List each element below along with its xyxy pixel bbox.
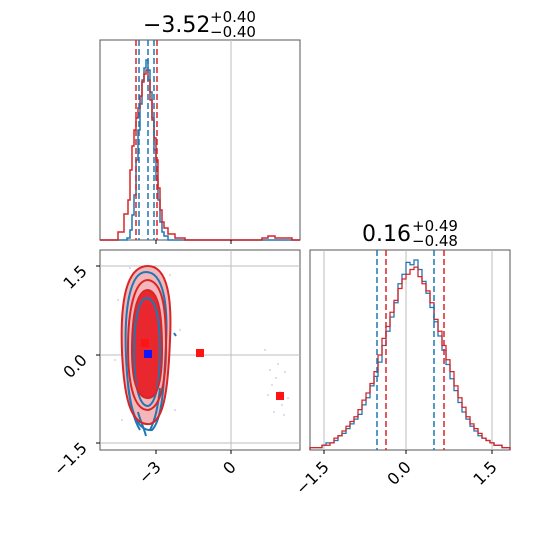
x-tick-label: −1.5	[292, 457, 333, 498]
contour-blue	[149, 387, 161, 431]
y-tick-label: 1.5	[59, 261, 90, 292]
panel-3-title-sub: −0.48	[412, 232, 458, 250]
scatter-point	[281, 404, 283, 406]
contour-blue	[124, 270, 168, 432]
x-tick-label: −3	[135, 457, 165, 487]
x-tick-label: 1.5	[469, 457, 500, 488]
scatter-point	[121, 419, 123, 421]
panel-param1-marginal-frame	[99, 39, 301, 241]
contour-red	[120, 264, 172, 426]
x-tick-label: 0.0	[383, 457, 414, 488]
panel-param2-marginal: −1.5 0.0 1.5 0.16 +0.49 −0.48	[292, 217, 511, 498]
marker-square-red	[141, 339, 149, 347]
scatter-point	[269, 369, 271, 371]
panel-1-title-main: −3.52	[143, 13, 210, 38]
panel-param1-marginal: −3.52 +0.40 −0.40	[99, 8, 301, 244]
scatter-point	[287, 397, 289, 399]
panel-param1-vs-param2: −3 0 1.5 0.0 −1.5	[50, 249, 301, 488]
scatter-point	[267, 394, 269, 396]
scatter-point	[117, 299, 119, 301]
scatter-point	[174, 409, 176, 411]
scatter-point	[273, 411, 275, 413]
marker-square-red	[196, 349, 204, 357]
contour-blue	[173, 332, 177, 337]
contour-blue	[137, 411, 147, 437]
scatter-point	[114, 359, 116, 361]
contours-blue	[124, 270, 177, 437]
histogram-red	[100, 69, 300, 241]
scatter-point	[264, 349, 266, 351]
contour-red	[130, 288, 164, 400]
scatter-point	[283, 414, 285, 416]
histogram-red	[309, 266, 511, 450]
y-tick-label: 0.0	[59, 350, 90, 381]
x-tick-label: 0	[219, 457, 240, 478]
panel-1-title-sup: +0.40	[210, 8, 256, 26]
marker-square-red	[276, 392, 284, 400]
scatter-point	[129, 267, 131, 269]
panel-1-title-sub: −0.40	[210, 23, 256, 41]
marker-square-blue	[144, 350, 152, 358]
histograms-param2	[309, 259, 511, 450]
panel-3-title-main: 0.16	[362, 222, 411, 247]
panel-param2-marginal-frame	[309, 249, 511, 451]
y-tick-label: −1.5	[50, 438, 91, 479]
panel-3-title-sup: +0.49	[412, 217, 458, 235]
scatter-point	[271, 384, 273, 386]
scatter-point	[284, 371, 286, 373]
scatter-point	[179, 329, 181, 331]
histogram-blue	[100, 59, 300, 241]
scatter-point	[275, 377, 277, 379]
contour-red	[126, 278, 168, 412]
scatter-point	[277, 363, 279, 365]
contours-red	[120, 264, 172, 426]
contour-blue	[132, 296, 162, 408]
scatter-point	[169, 274, 171, 276]
